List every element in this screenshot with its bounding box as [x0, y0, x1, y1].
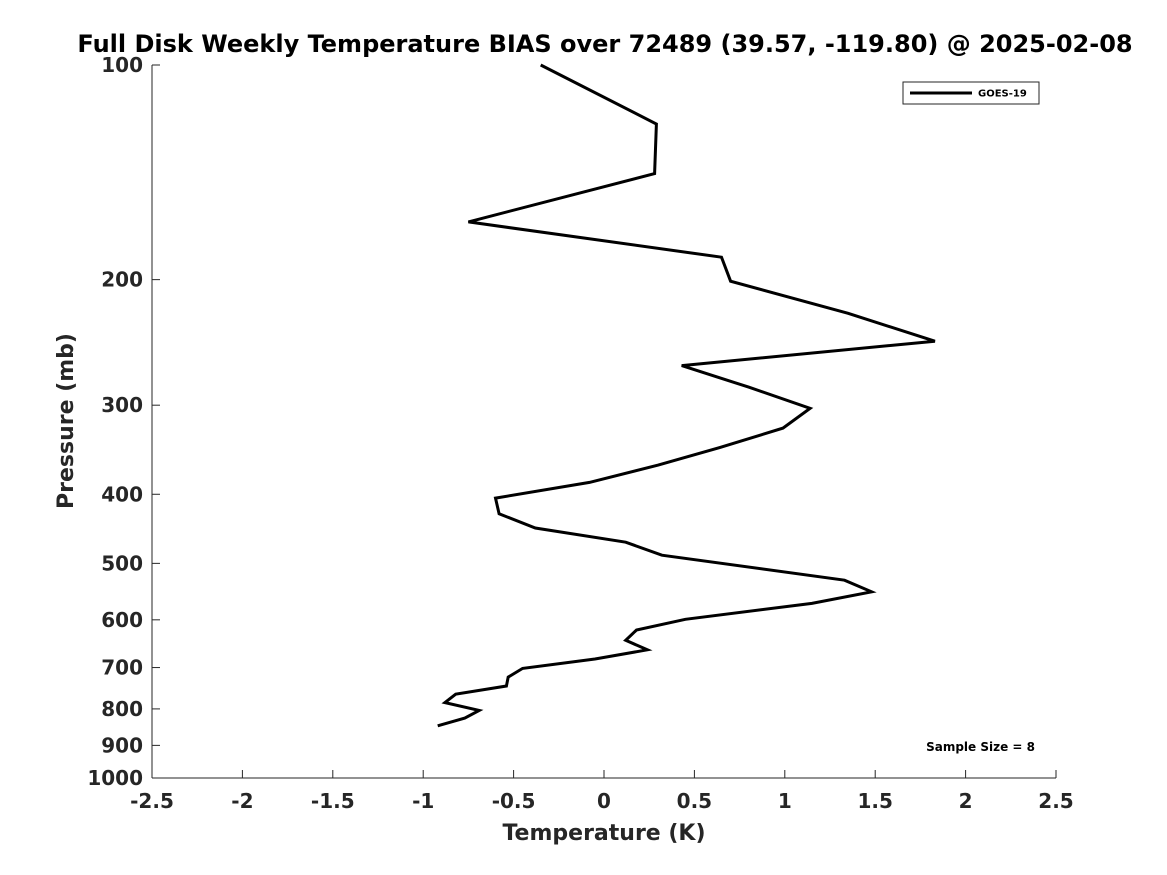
y-tick-label: 300 — [101, 393, 143, 417]
x-tick-label: 1.5 — [857, 789, 892, 813]
y-tick-label: 200 — [101, 268, 143, 292]
x-tick-label: 0 — [597, 789, 611, 813]
y-tick-label: 500 — [101, 551, 143, 575]
x-tick-label: 0.5 — [677, 789, 712, 813]
y-tick-label: 100 — [101, 53, 143, 77]
x-tick-label: -0.5 — [492, 789, 536, 813]
sample-size-annotation: Sample Size = 8 — [926, 740, 1035, 754]
y-tick-label: 400 — [101, 482, 143, 506]
x-axis-ticks: -2.5 -2 -1.5 -1 -0.5 0 0.5 1 1.5 2 2.5 — [130, 770, 1074, 813]
y-tick-label: 800 — [101, 697, 143, 721]
x-axis-label: Temperature (K) — [502, 821, 705, 846]
y-tick-label: 1000 — [87, 766, 143, 790]
x-tick-label: -1.5 — [311, 789, 355, 813]
x-tick-label: 2.5 — [1038, 789, 1073, 813]
y-tick-label: 700 — [101, 656, 143, 680]
legend-label-goes-19: GOES-19 — [978, 89, 1027, 100]
legend: GOES-19 — [902, 81, 1040, 105]
plot-area — [152, 65, 1056, 778]
x-tick-label: -2 — [231, 789, 253, 813]
y-axis-label: Pressure (mb) — [54, 333, 79, 509]
x-tick-label: -1 — [412, 789, 434, 813]
y-tick-label: 900 — [101, 733, 143, 757]
x-tick-label: 2 — [959, 789, 973, 813]
chart-title: Full Disk Weekly Temperature BIAS over 7… — [77, 30, 1132, 58]
series-line-goes-19 — [437, 63, 936, 728]
x-tick-label: 1 — [778, 789, 792, 813]
x-tick-label: -2.5 — [130, 789, 174, 813]
y-axis-ticks: 100 200 300 400 500 600 700 800 900 1000 — [87, 53, 160, 790]
series-layer — [437, 63, 936, 728]
y-tick-label: 600 — [101, 608, 143, 632]
